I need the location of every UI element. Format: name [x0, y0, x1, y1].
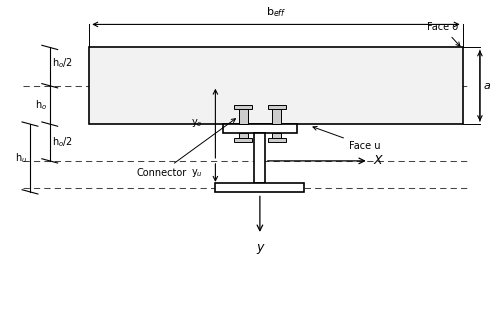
Text: X: X [374, 154, 382, 167]
Text: y$_u$: y$_u$ [191, 167, 203, 179]
Text: b$_{eff}$: b$_{eff}$ [266, 5, 286, 19]
Bar [216, 183, 304, 192]
Bar [254, 133, 266, 183]
Text: y: y [256, 241, 264, 254]
Bar [268, 138, 285, 142]
Bar [223, 124, 297, 133]
Bar [268, 105, 285, 109]
Bar [238, 109, 248, 124]
Text: h$_o$/2: h$_o$/2 [52, 136, 73, 149]
Text: Face u: Face u [313, 126, 380, 151]
Text: a: a [484, 81, 490, 91]
Bar [234, 138, 252, 142]
Text: h$_o$: h$_o$ [35, 98, 48, 112]
Bar [238, 133, 248, 138]
Bar [234, 105, 252, 109]
Bar [90, 48, 462, 124]
Text: y$_o$: y$_o$ [192, 117, 203, 129]
Text: Face o: Face o [428, 23, 460, 46]
Bar [272, 109, 281, 124]
Text: h$_o$/2: h$_o$/2 [52, 57, 73, 70]
Text: h$_u$: h$_u$ [15, 151, 28, 165]
Bar [272, 133, 281, 138]
Text: Connector: Connector [136, 119, 235, 178]
